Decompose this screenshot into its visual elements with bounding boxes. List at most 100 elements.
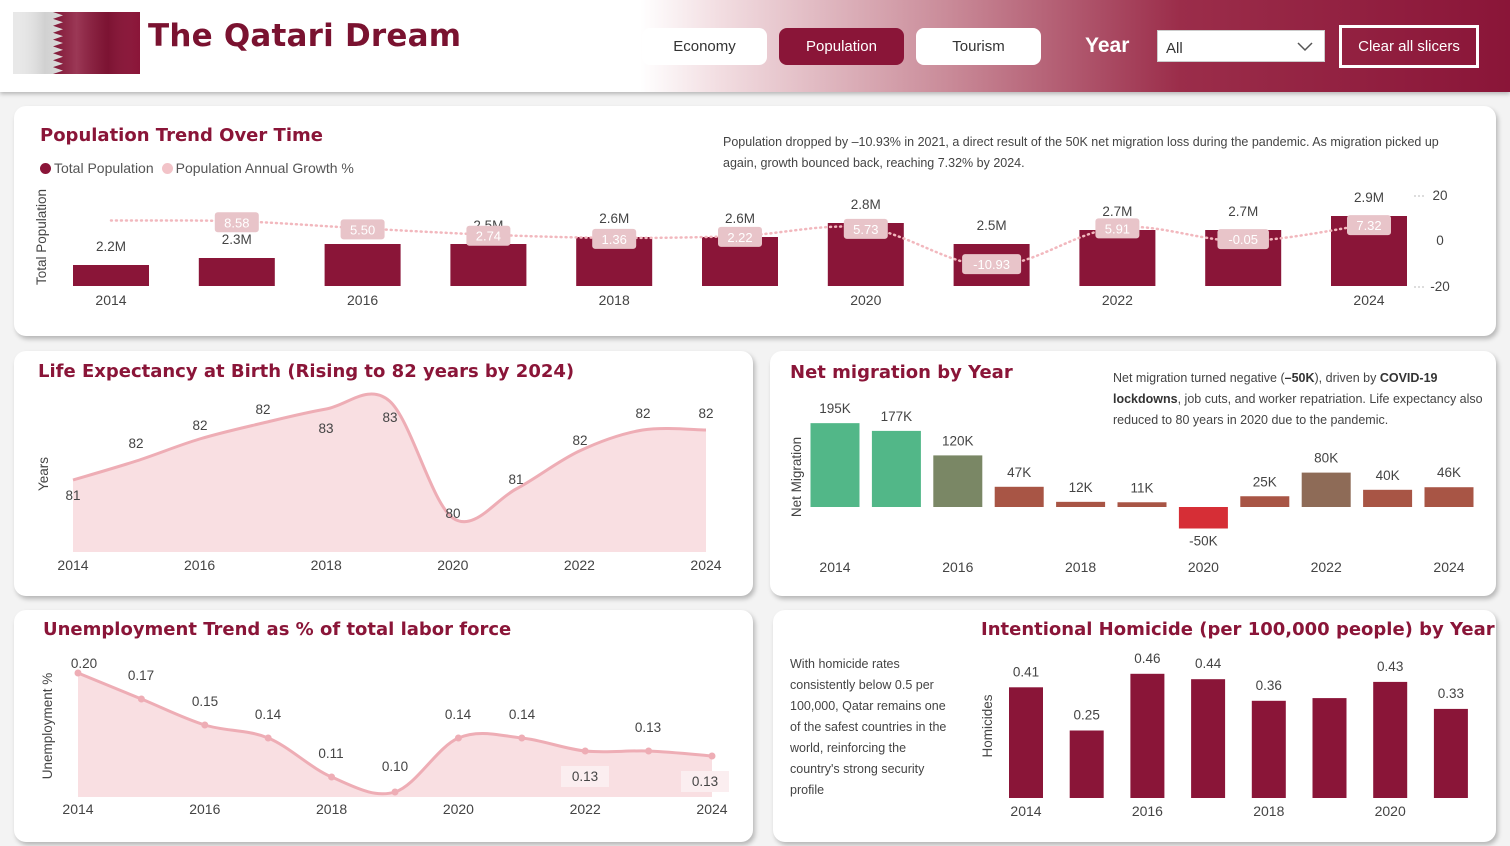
homicide-bar (1433, 708, 1468, 798)
migration-bar (1056, 501, 1106, 507)
x-tick-label: 2014 (62, 801, 93, 817)
growth-label-box (214, 212, 259, 233)
unemployment-point (201, 721, 209, 729)
legend-item-total-population[interactable]: Total Population (40, 160, 154, 176)
life-data-label: 82 (192, 418, 207, 433)
x-tick-label: 2018 (316, 801, 347, 817)
growth-label: 2.74 (476, 229, 501, 244)
unemployment-point (581, 747, 589, 755)
life-data-label: 80 (445, 506, 460, 521)
growth-label: 5.73 (853, 222, 878, 237)
clear-all-slicers-button[interactable]: Clear all slicers (1339, 25, 1479, 68)
migration-bar-label: 46K (1437, 465, 1461, 480)
homicide-bar-label: 0.43 (1377, 659, 1403, 674)
unemployment-data-label: 0.13 (635, 720, 661, 735)
population-bar (1079, 230, 1156, 286)
growth-label-box (592, 228, 637, 249)
homicide-bar (1069, 730, 1104, 798)
life-line (72, 392, 707, 524)
header-bar: The Qatari Dream Economy Population Tour… (0, 0, 1510, 92)
legend-label: Total Population (54, 160, 154, 176)
x-tick-label: 2022 (564, 557, 595, 573)
life-data-label: 82 (572, 433, 587, 448)
x-tick-label: 2020 (1375, 803, 1406, 819)
app-title: The Qatari Dream (148, 18, 462, 54)
migration-bar (1240, 496, 1290, 507)
legend-item-growth[interactable]: Population Annual Growth % (161, 160, 354, 176)
migration-bar (810, 423, 860, 507)
growth-label-box (1347, 215, 1391, 236)
migration-bar-label: 40K (1376, 468, 1400, 483)
unemployment-point (708, 752, 716, 760)
homicide-bar (1373, 681, 1408, 798)
homicide-bar-label: 0.36 (1256, 678, 1282, 693)
x-tick-label: 2020 (1188, 559, 1219, 575)
population-legend: Total Population Population Annual Growt… (40, 160, 362, 176)
net-migration-description: Net migration turned negative (–50K), dr… (1113, 371, 1483, 427)
population-bar-label: 2.9M (1354, 190, 1384, 205)
population-bar (73, 265, 149, 286)
migration-bar (1117, 502, 1167, 507)
net-migration-title: Net migration by Year (790, 362, 1013, 383)
unemployment-data-label: 0.17 (128, 668, 154, 683)
x-tick-label: 2016 (347, 292, 378, 308)
x-tick-label: 2022 (1311, 559, 1342, 575)
unemployment-point (391, 788, 399, 796)
life-data-label: 82 (255, 402, 270, 417)
population-bar-label: 2.2M (96, 239, 126, 254)
migration-bar (933, 455, 983, 507)
growth-label: 2.22 (727, 230, 752, 245)
life-expectancy-title: Life Expectancy at Birth (Rising to 82 y… (38, 361, 575, 382)
unemployment-data-label: 0.13 (572, 769, 598, 784)
migration-bar (1178, 507, 1228, 529)
legend-label: Population Annual Growth % (175, 160, 354, 176)
unemployment-point (328, 773, 336, 781)
y2-tick: 20 (1432, 188, 1447, 203)
x-tick-label: 2024 (690, 557, 721, 573)
migration-bar-label: 120K (942, 433, 974, 448)
population-bar-label: 2.7M (1102, 204, 1132, 219)
unemployment-y-axis-label: Unemployment % (40, 673, 55, 780)
unemployment-label-box (681, 771, 729, 792)
unemployment-chart: Unemployment % 0.20 0.17 0.15 0.14 0.11 0.10 0… (40, 656, 729, 817)
x-tick-label: 2014 (95, 292, 126, 308)
population-bar (198, 258, 275, 286)
homicide-title: Intentional Homicide (per 100,000 people… (981, 619, 1495, 640)
chevron-down-icon (1297, 42, 1313, 52)
nav-economy-button[interactable]: Economy (642, 28, 767, 65)
nav-population-button[interactable]: Population (779, 28, 904, 65)
y2-tick: -20 (1430, 279, 1450, 294)
x-tick-label: 2016 (189, 801, 220, 817)
migration-y-axis-label: Net Migration (789, 437, 804, 517)
x-tick-label: 2018 (1065, 559, 1096, 575)
legend-dot-icon (161, 162, 173, 174)
homicide-bar (1009, 687, 1043, 798)
growth-label: -10.93 (973, 257, 1010, 272)
y2-tick: 0 (1436, 233, 1444, 248)
unemployment-point (518, 734, 526, 742)
growth-label: 1.36 (602, 232, 627, 247)
x-tick-label: 2020 (437, 557, 468, 573)
life-y-axis-label: Years (36, 457, 51, 491)
year-slicer-dropdown[interactable]: All (1157, 30, 1325, 62)
homicide-bar-label: 0.33 (1438, 686, 1464, 701)
migration-bar (1363, 489, 1413, 507)
growth-label: 7.32 (1356, 218, 1381, 233)
homicide-y-axis-label: Homicides (980, 694, 995, 757)
unemployment-point (645, 747, 653, 755)
population-description: Population dropped by –10.93% in 2021, a… (723, 135, 1439, 170)
unemployment-data-label: 0.15 (192, 694, 218, 709)
unemployment-data-label: 0.10 (382, 759, 408, 774)
unemployment-data-label: 0.20 (71, 656, 97, 671)
migration-bar-label: 11K (1130, 480, 1153, 495)
growth-label-box (340, 219, 385, 240)
x-tick-label: 2014 (57, 557, 88, 573)
growth-label: 8.58 (224, 215, 249, 230)
population-bar-label: 2.7M (1228, 204, 1258, 219)
unemployment-area (78, 673, 712, 797)
population-bar (324, 244, 401, 286)
population-bar-label: 2.6M (599, 211, 629, 226)
legend-dot-icon (40, 162, 51, 174)
nav-tourism-button[interactable]: Tourism (916, 28, 1041, 65)
homicide-bar-label: 0.44 (1195, 656, 1222, 671)
